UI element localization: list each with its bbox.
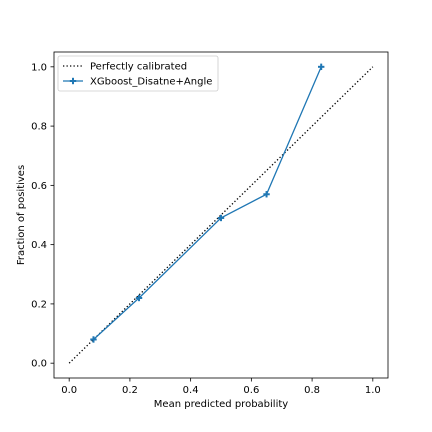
y-tick-label: 0.2 — [31, 299, 47, 310]
legend-label-0: Perfectly calibrated — [90, 62, 187, 73]
legend-label-1: XGboost_Disatne+Angle — [90, 77, 212, 88]
y-tick-label: 0.0 — [31, 359, 47, 370]
x-tick-label: 0.0 — [61, 385, 77, 396]
series-point-1 — [217, 214, 225, 222]
series-point-1 — [135, 294, 143, 302]
x-tick-label: 0.4 — [183, 385, 199, 396]
y-tick-label: 1.0 — [31, 62, 47, 73]
x-tick-label: 0.2 — [122, 385, 138, 396]
series-point-1 — [318, 63, 325, 71]
series-point-1 — [263, 191, 270, 198]
series-line-1 — [93, 66, 322, 340]
x-tick-label: 0.6 — [243, 385, 259, 396]
plot-area — [53, 51, 389, 379]
x-tick-label: 1.0 — [365, 385, 381, 396]
x-axis-label: Mean predicted probability — [154, 399, 288, 410]
plot-frame — [53, 51, 389, 379]
x-tick-label: 0.8 — [304, 385, 320, 396]
legend-box — [57, 55, 219, 92]
series-point-1 — [90, 336, 97, 343]
y-axis-label: Fraction of positives — [16, 165, 27, 265]
axis-ticks: 0.0 0.2 0.4 0.6 0.8 1.0 0.0 0.2 0.4 0.6 0.8 1.0 — [31, 62, 381, 396]
y-tick-label: 0.4 — [31, 240, 47, 251]
y-tick-label: 0.6 — [31, 181, 47, 192]
legend: Perfectly calibrated XGboost_Disatne+Angl… — [57, 55, 219, 92]
series-line-0 — [68, 66, 374, 364]
y-tick-label: 0.8 — [31, 122, 47, 133]
